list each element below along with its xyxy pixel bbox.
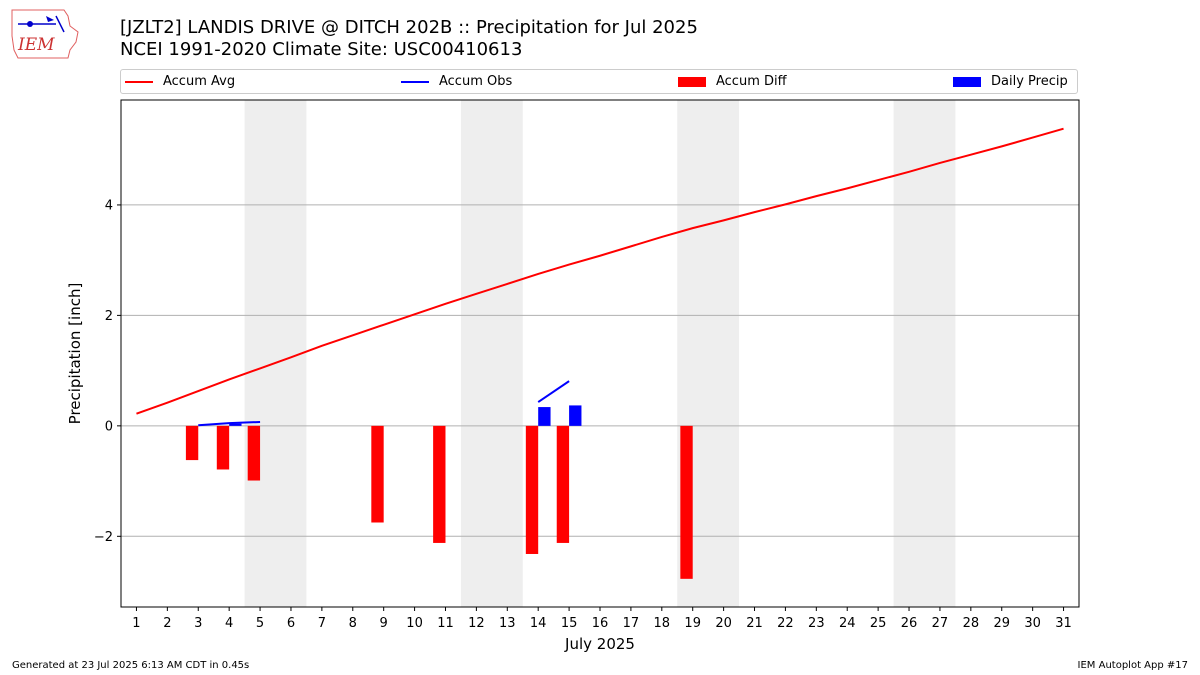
y-tick-label: 4 [105,198,113,213]
footer-generated: Generated at 23 Jul 2025 6:13 AM CDT in … [12,660,250,671]
legend-item-accum-obs: Accum Obs [401,70,512,93]
accum-diff-bar [185,425,199,461]
weekend-band-1 [244,100,307,607]
x-tick-label: 23 [808,616,825,631]
x-tick-label: 7 [318,616,326,631]
legend-item-daily-precip: Daily Precip [953,70,1068,93]
daily-precip-bar [569,405,582,426]
weekend-shading [244,100,956,607]
daily-precip-bar [538,407,551,426]
x-tick-label: 21 [746,616,763,631]
chart-subtitle: NCEI 1991-2020 Climate Site: USC00410613 [120,39,523,60]
x-tick-label: 20 [715,616,732,631]
x-tick-label: 14 [530,616,547,631]
legend-swatch-accum-diff [678,76,706,87]
chart-title: [JZLT2] LANDIS DRIVE @ DITCH 202B :: Pre… [120,17,698,38]
x-tick-label: 5 [256,616,264,631]
legend-swatch-accum-avg [125,80,153,83]
daily-precip-bar [229,423,242,426]
bar-marks [185,405,693,579]
x-tick-label: 29 [993,616,1010,631]
legend-label-accum-diff: Accum Diff [716,74,787,89]
x-tick-label: 22 [777,616,794,631]
accum-diff-bar [247,425,261,481]
accum-obs-line [537,380,570,403]
accum-diff-bar [371,425,384,523]
y-tick-label: −2 [94,530,113,545]
legend-item-accum-diff: Accum Diff [678,70,787,93]
x-tick-label: 8 [349,616,357,631]
x-tick-label: 13 [499,616,516,631]
x-tick-label: 10 [406,616,423,631]
legend-label-accum-avg: Accum Avg [163,74,236,89]
y-tick-label: 2 [105,309,113,324]
weekend-band-4 [893,100,956,607]
y-tick-label: 0 [105,419,113,434]
logo-text: IEM [17,35,55,55]
x-tick-label: 30 [1024,616,1041,631]
line-marks [136,127,1064,427]
x-tick-label: 28 [963,616,980,631]
legend-swatch-accum-obs [401,80,429,83]
x-tick-label: 19 [684,616,701,631]
x-tick-label: 17 [623,616,640,631]
legend: Accum Avg Accum Obs Accum Diff Daily Pre… [120,69,1078,94]
accum-diff-bar [525,425,539,554]
accum-obs-line [198,420,261,427]
grid-lines [121,204,1079,537]
legend-label-accum-obs: Accum Obs [439,74,513,89]
iowa-outline [11,9,79,59]
x-tick-label: 18 [654,616,671,631]
iem-logo: IEM [11,9,79,59]
x-tick-label: 4 [225,616,233,631]
accum-diff-bar [556,425,570,543]
weekend-band-2 [460,100,523,607]
legend-item-accum-avg: Accum Avg [125,70,235,93]
x-tick-label: 24 [839,616,856,631]
x-tick-label: 11 [437,616,454,631]
x-tick-label: 31 [1055,616,1072,631]
accum-diff-bar [680,425,693,579]
x-tick-label: 27 [932,616,949,631]
accum-avg-line [136,127,1064,415]
x-tick-label: 9 [380,616,388,631]
x-tick-label: 1 [132,616,140,631]
footer-app: IEM Autoplot App #17 [1077,660,1188,671]
x-tick-label: 3 [194,616,202,631]
accum-diff-bar [216,425,230,470]
x-tick-label: 25 [870,616,887,631]
x-axis-label: July 2025 [564,635,635,653]
x-tick-label: 26 [901,616,918,631]
x-tick-label: 6 [287,616,295,631]
legend-swatch-daily-precip [953,76,981,87]
accum-diff-bar [433,425,446,543]
x-tick-label: 12 [468,616,485,631]
x-tick-label: 16 [592,616,609,631]
x-tick-label: 2 [163,616,171,631]
legend-label-daily-precip: Daily Precip [991,74,1068,89]
y-axis-label: Precipitation [inch] [66,283,84,425]
x-tick-label: 15 [561,616,578,631]
